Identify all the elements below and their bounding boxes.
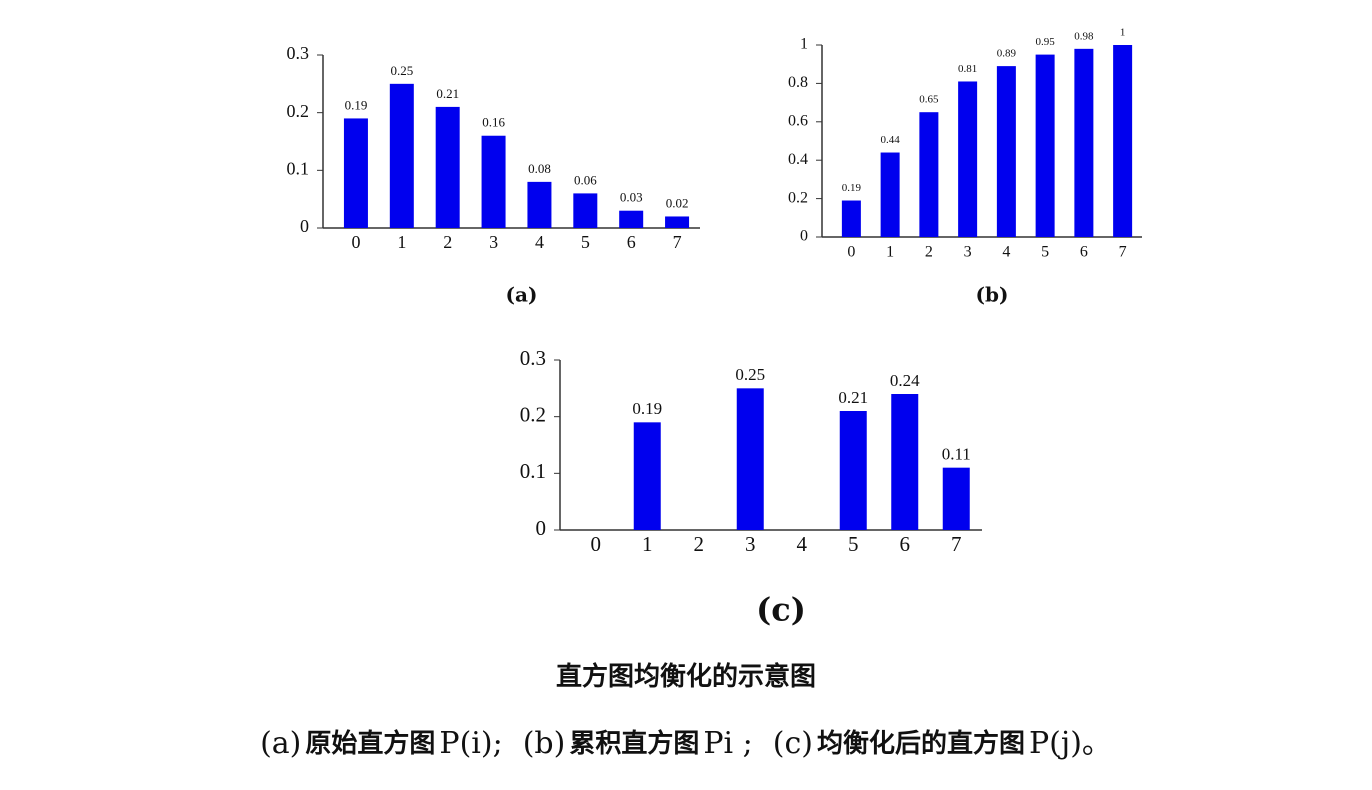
y-tick-label: 0.2: [287, 101, 310, 121]
x-tick-label: 6: [900, 532, 911, 556]
bar: [665, 216, 690, 228]
data-label: 0.89: [997, 48, 1017, 60]
x-tick-label: 1: [397, 232, 406, 252]
data-label: 1: [1120, 27, 1126, 39]
bar: [343, 118, 368, 228]
bar: [619, 210, 644, 228]
chart-caption: (c): [756, 591, 806, 629]
bar: [527, 181, 552, 228]
data-label: 0.98: [1074, 30, 1094, 42]
data-label: 0.19: [842, 182, 862, 194]
bar: [958, 81, 978, 237]
caption-part: (c): [773, 726, 813, 761]
data-label: 0.06: [574, 172, 597, 187]
x-tick-label: 1: [886, 244, 894, 261]
x-tick-label: 6: [1080, 244, 1088, 261]
caption-part: Pi ;: [703, 726, 752, 761]
chart-caption: (b): [976, 283, 1009, 307]
x-tick-label: 7: [1119, 244, 1127, 261]
x-tick-label: 3: [489, 232, 498, 252]
caption-part: (b): [523, 726, 566, 761]
data-label: 0.11: [942, 445, 971, 464]
y-tick-label: 0.4: [788, 151, 808, 168]
data-label: 0.24: [890, 371, 920, 390]
x-tick-label: 7: [951, 532, 962, 556]
y-tick-label: 0.3: [520, 346, 546, 370]
y-tick-label: 0.2: [520, 402, 546, 426]
x-tick-label: 5: [848, 532, 859, 556]
caption-part: 均衡化后的直方图: [817, 728, 1025, 759]
x-tick-label: 0: [591, 532, 602, 556]
bar: [996, 66, 1016, 238]
x-tick-label: 1: [642, 532, 653, 556]
y-tick-label: 0.1: [520, 459, 546, 483]
y-tick-label: 0.8: [788, 74, 808, 91]
x-tick-label: 2: [443, 232, 452, 252]
data-label: 0.19: [345, 97, 368, 112]
x-tick-label: 4: [1002, 244, 1010, 261]
chart-caption: (a): [506, 283, 538, 307]
bar: [880, 152, 900, 237]
bar: [435, 106, 460, 228]
x-tick-label: 4: [535, 232, 544, 252]
data-label: 0.21: [838, 388, 868, 407]
x-tick-label: 2: [694, 532, 705, 556]
x-tick-label: 6: [627, 232, 636, 252]
x-tick-label: 2: [925, 244, 933, 261]
y-tick-label: 0: [300, 216, 309, 236]
bar: [1035, 54, 1055, 237]
data-label: 0.08: [528, 161, 551, 176]
y-tick-label: 0.3: [287, 43, 310, 63]
data-label: 0.03: [620, 190, 643, 205]
bar: [919, 112, 939, 237]
y-tick-label: 0: [800, 228, 808, 245]
data-label: 0.21: [436, 86, 459, 101]
caption-part: P(i);: [439, 726, 502, 761]
caption-part: 原始直方图: [305, 728, 435, 759]
x-tick-label: 0: [351, 232, 360, 252]
data-label: 0.25: [390, 63, 413, 78]
x-tick-label: 5: [581, 232, 590, 252]
data-label: 0.25: [735, 365, 765, 384]
x-tick-label: 5: [1041, 244, 1049, 261]
bar: [1113, 45, 1133, 237]
x-tick-label: 3: [964, 244, 972, 261]
bar: [389, 83, 414, 228]
data-label: 0.02: [666, 195, 689, 210]
data-label: 0.44: [881, 134, 901, 146]
x-tick-label: 4: [797, 532, 808, 556]
x-tick-label: 3: [745, 532, 756, 556]
y-tick-label: 0.6: [788, 112, 808, 129]
data-label: 0.19: [632, 399, 662, 418]
bar: [736, 388, 764, 530]
data-label: 0.65: [919, 94, 939, 106]
figure-title: 直方图均衡化的示意图: [556, 661, 816, 692]
y-tick-label: 0.2: [788, 189, 808, 206]
data-label: 0.81: [958, 63, 977, 75]
x-tick-label: 0: [847, 244, 855, 261]
y-tick-label: 0: [536, 516, 547, 540]
bar: [1074, 48, 1094, 238]
data-label: 0.16: [482, 115, 505, 130]
x-tick-label: 7: [673, 232, 682, 252]
bar: [891, 394, 919, 530]
y-tick-label: 1: [800, 36, 808, 53]
bar: [633, 422, 661, 530]
caption-part: P(j)。: [1029, 726, 1112, 761]
caption-part: (a): [260, 726, 301, 761]
caption-part: 累积直方图: [569, 728, 699, 759]
bar: [839, 411, 867, 530]
bar: [841, 200, 861, 237]
figure-caption: (a) 原始直方图 P(i); (b) 累积直方图 Pi ; (c) 均衡化后的直方图 P(j)…: [260, 726, 1112, 761]
bar: [573, 193, 598, 228]
data-label: 0.95: [1036, 36, 1056, 48]
bar: [942, 467, 970, 530]
bar: [481, 135, 506, 228]
y-tick-label: 0.1: [287, 158, 310, 178]
